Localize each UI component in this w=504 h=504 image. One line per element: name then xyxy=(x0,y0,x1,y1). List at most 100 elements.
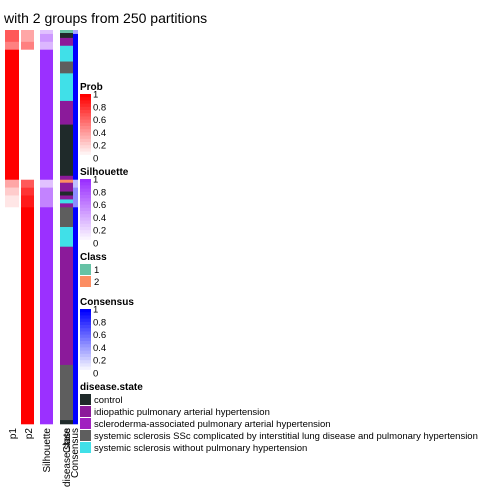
legend-title: Silhouette xyxy=(80,167,129,178)
legend-title: Prob xyxy=(80,82,103,93)
legend-gradient-step xyxy=(80,122,91,127)
p1-cell xyxy=(5,207,19,425)
disease-cell xyxy=(60,37,73,47)
legend-tick: 0 xyxy=(93,239,98,250)
p2-cell xyxy=(21,207,34,425)
legend-gradient-step xyxy=(80,198,91,202)
track-class xyxy=(60,30,73,183)
silhouette-cell xyxy=(40,30,53,35)
legend-tick: 0.6 xyxy=(93,330,106,341)
legend-item-label: control xyxy=(94,395,123,406)
legend-swatch xyxy=(80,394,91,405)
legend-tick: 1 xyxy=(93,175,98,186)
disease-cell xyxy=(60,195,73,200)
legend-tick: 0.2 xyxy=(93,226,106,237)
legend-item-label: 2 xyxy=(94,277,99,288)
p1-cell xyxy=(5,30,19,43)
track-label: disease.state xyxy=(62,428,73,487)
legend-gradient-step xyxy=(80,142,91,146)
legend-tick: 0.4 xyxy=(93,343,106,354)
track-consensus xyxy=(73,30,78,425)
legend-gradient-step xyxy=(80,191,91,196)
consensus-cell xyxy=(73,30,78,35)
legend-swatch xyxy=(80,442,91,453)
disease-cell xyxy=(60,199,73,204)
legend-gradient-step xyxy=(80,337,91,342)
legend-gradient-step xyxy=(80,116,91,120)
heatmap-tracks xyxy=(5,30,78,425)
legend-tick: 0.8 xyxy=(93,187,106,198)
p2-cell xyxy=(21,30,34,43)
silhouette-cell xyxy=(40,41,53,50)
track-label: p2 xyxy=(24,428,35,440)
track-label: Silhouette xyxy=(42,428,53,473)
legend-gradient-step xyxy=(80,97,91,101)
legend-gradient-step xyxy=(80,309,91,313)
p1-cell xyxy=(5,187,19,196)
legend-tick: 0.2 xyxy=(93,356,106,367)
class-cell xyxy=(60,30,73,33)
legend-swatch xyxy=(80,276,91,287)
legend-gradient-step xyxy=(80,201,91,205)
legend-gradient-step xyxy=(80,220,91,225)
chart-title: with 2 groups from 250 partitions xyxy=(3,10,207,26)
silhouette-cell xyxy=(40,187,53,208)
disease-cell xyxy=(60,420,73,425)
track-p1 xyxy=(5,30,19,425)
legend-gradient-step xyxy=(80,126,91,130)
legend-gradient-step xyxy=(80,331,91,335)
legend-gradient-step xyxy=(80,148,91,152)
legend-tick: 0.8 xyxy=(93,317,106,328)
legend-gradient-step xyxy=(80,214,91,218)
legend-item-label: idiopathic pulmonary arterial hypertensi… xyxy=(94,407,270,418)
legend-tick: 0.8 xyxy=(93,102,106,113)
legend-swatch xyxy=(80,406,91,417)
legend-gradient-step xyxy=(80,239,91,244)
legend-swatch xyxy=(80,264,91,275)
legends: Prob10.80.60.40.20Silhouette10.80.60.40.… xyxy=(80,82,478,454)
legend-gradient-step xyxy=(80,100,91,104)
legend-title: disease.state xyxy=(80,382,143,393)
disease-cell xyxy=(60,203,73,208)
disease-cell xyxy=(60,364,73,421)
legend-tick: 0.6 xyxy=(93,200,106,211)
legend-gradient-step xyxy=(80,344,91,348)
disease-cell xyxy=(60,246,73,366)
legend-gradient-step xyxy=(80,179,91,183)
consensus-cell xyxy=(73,33,78,181)
class-cell xyxy=(60,179,73,183)
disease-cell xyxy=(60,45,73,62)
legend-item-label: systemic sclerosis without pulmonary hyp… xyxy=(94,443,307,454)
legend-tick: 0.4 xyxy=(93,128,106,139)
track-label: Consensus xyxy=(70,428,81,478)
legend-item-label: systemic sclerosis SSc complicated by in… xyxy=(94,431,478,442)
legend-gradient-step xyxy=(80,321,91,326)
legend-gradient-step xyxy=(80,188,91,193)
legend-gradient-step xyxy=(80,135,91,140)
legend-swatch xyxy=(80,430,91,441)
legend-gradient-step xyxy=(80,103,91,108)
legend-gradient-step xyxy=(80,211,91,215)
legend-gradient-step xyxy=(80,145,91,149)
legend-gradient-step xyxy=(80,315,91,319)
legend-tick: 0.4 xyxy=(93,213,106,224)
legend-gradient-step xyxy=(80,110,91,114)
disease-cell xyxy=(60,207,73,228)
legend-gradient-step xyxy=(80,233,91,237)
disease-cell xyxy=(60,30,73,39)
legend-gradient-step xyxy=(80,318,91,323)
legend-gradient-step xyxy=(80,350,91,355)
legend-gradient-step xyxy=(80,217,91,221)
p2-cell xyxy=(21,195,34,208)
legend-gradient-step xyxy=(80,357,91,361)
disease-cell xyxy=(60,100,73,125)
legend-gradient-step xyxy=(80,94,91,98)
consensus-cell xyxy=(73,179,78,188)
legend-gradient-step xyxy=(80,151,91,156)
legend-gradient-step xyxy=(80,154,91,159)
legend-tick: 0 xyxy=(93,154,98,165)
disease-cell xyxy=(60,61,73,74)
disease-cell xyxy=(60,73,73,102)
